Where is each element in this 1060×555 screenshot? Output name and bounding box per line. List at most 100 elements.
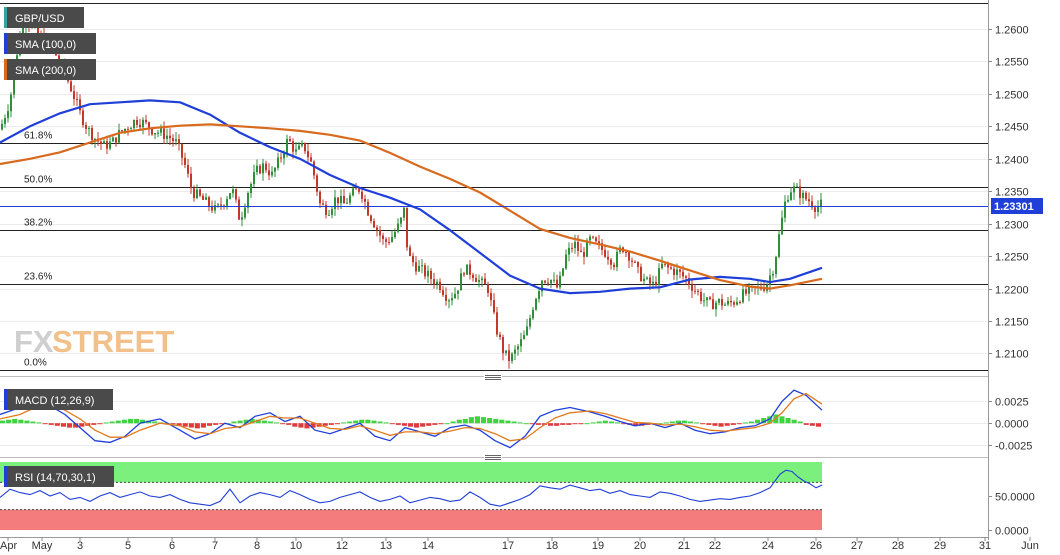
macd-hist-bar [18, 419, 24, 424]
candle-body [610, 259, 612, 265]
candle-body [700, 292, 702, 301]
candle-body [769, 275, 771, 285]
candle-body [676, 269, 678, 275]
macd-hist-bar [389, 423, 395, 425]
candle-body [319, 191, 321, 204]
legend-rsi[interactable]: RSI (14,70,30,1) [4, 466, 114, 487]
candle-body [367, 201, 369, 216]
candle-body [106, 141, 108, 149]
candle-body [472, 274, 474, 279]
candle-body [148, 122, 150, 129]
candle-body [208, 197, 210, 207]
candle-body [556, 279, 558, 288]
candle-body [37, 25, 39, 34]
candle-body [409, 247, 411, 256]
candle-body [313, 161, 315, 176]
candle-body [4, 117, 6, 124]
candle-body [466, 264, 468, 275]
macd-hist-bar [688, 421, 694, 424]
macd-hist-bar [383, 422, 389, 424]
macd-hist-bar [420, 423, 426, 427]
candle-body [112, 137, 114, 142]
candle-body [226, 198, 228, 206]
rsi-axis: 50.0000 0.0000 [988, 492, 1035, 538]
candle-body [415, 262, 417, 272]
candle-body [709, 297, 711, 300]
legend-macd[interactable]: MACD (12,26,9) [4, 389, 113, 410]
x-tick-label: 6 [169, 540, 175, 552]
macd-hist-bar [91, 423, 97, 425]
macd-hist-bar [481, 417, 487, 424]
candle-body [712, 299, 714, 310]
macd-hist-bar [548, 423, 554, 426]
macd-hist-bar [140, 419, 146, 424]
macd-hist-bar [328, 423, 334, 425]
candle-body [85, 124, 87, 129]
macd-hist-bar [176, 423, 182, 426]
candle-body [478, 280, 480, 282]
candle-body [631, 260, 633, 262]
candle-body [616, 251, 618, 268]
x-tick-label: 17 [502, 540, 514, 552]
candle-body [307, 151, 309, 158]
legend-sma100[interactable]: SMA (100,0) [4, 33, 96, 54]
candlesticks [1, 18, 822, 369]
candle-body [673, 268, 675, 275]
candle-body [229, 193, 231, 199]
fib-label: 38.2% [24, 218, 52, 229]
macd-series-line [0, 392, 823, 442]
x-tick-label: 18 [546, 540, 558, 552]
macd-hist-bar [487, 418, 493, 424]
price-axis: 1.2600 1.2550 1.2500 1.2450 1.2400 1.2350 1.23… [988, 25, 1029, 361]
sma-line [0, 123, 823, 290]
candle-body [346, 202, 348, 204]
legend-gbpusd[interactable]: GBP/USD [4, 7, 84, 28]
sma-line [0, 99, 823, 295]
macd-hist-bar [438, 423, 444, 425]
candle-body [322, 203, 324, 205]
candle-body [802, 192, 804, 199]
x-tick-label: 22 [709, 540, 721, 552]
candle-body [796, 186, 798, 188]
candle-body [643, 278, 645, 282]
macd-hist-bar [742, 422, 748, 424]
candle-body [517, 346, 519, 350]
candle-body [133, 119, 135, 129]
candle-body [214, 205, 216, 211]
candle-body [145, 119, 147, 123]
macd-hist-bar [292, 423, 298, 427]
macd-hist-bar [121, 419, 127, 424]
macd-hist-bar [511, 421, 517, 424]
macd-hist-bar [682, 420, 688, 424]
candle-body [499, 334, 501, 338]
macd-hist-bar [730, 423, 736, 425]
candle-body [655, 281, 657, 286]
macd-hist-bar [73, 423, 79, 428]
candle-body [235, 189, 237, 200]
macd-hist-bar [353, 420, 359, 424]
panel-resize-handle-rsi[interactable] [0, 454, 988, 460]
candle-body [628, 252, 630, 261]
macd-hist-bar [602, 420, 608, 424]
x-tick-label: 20 [634, 540, 646, 552]
candle-body [379, 229, 381, 236]
macd-grid [0, 401, 988, 446]
candle-body [271, 171, 273, 176]
candle-body [571, 247, 573, 249]
candle-body [502, 337, 504, 354]
candle-body [211, 206, 213, 211]
candle-body [331, 209, 333, 215]
candle-body [187, 165, 189, 174]
candle-body [340, 195, 342, 204]
candle-body [100, 141, 102, 144]
candle-body [262, 163, 264, 174]
panel-resize-handle-macd[interactable] [0, 374, 988, 380]
macd-hist-bar [261, 420, 267, 424]
macd-hist-bar [736, 423, 742, 425]
price-tick-label: 1.2400 [995, 155, 1029, 167]
legend-sma200[interactable]: SMA (200,0) [4, 59, 96, 80]
candle-body [646, 277, 648, 279]
candle-body [103, 141, 105, 144]
x-tick-label: 12 [336, 540, 348, 552]
